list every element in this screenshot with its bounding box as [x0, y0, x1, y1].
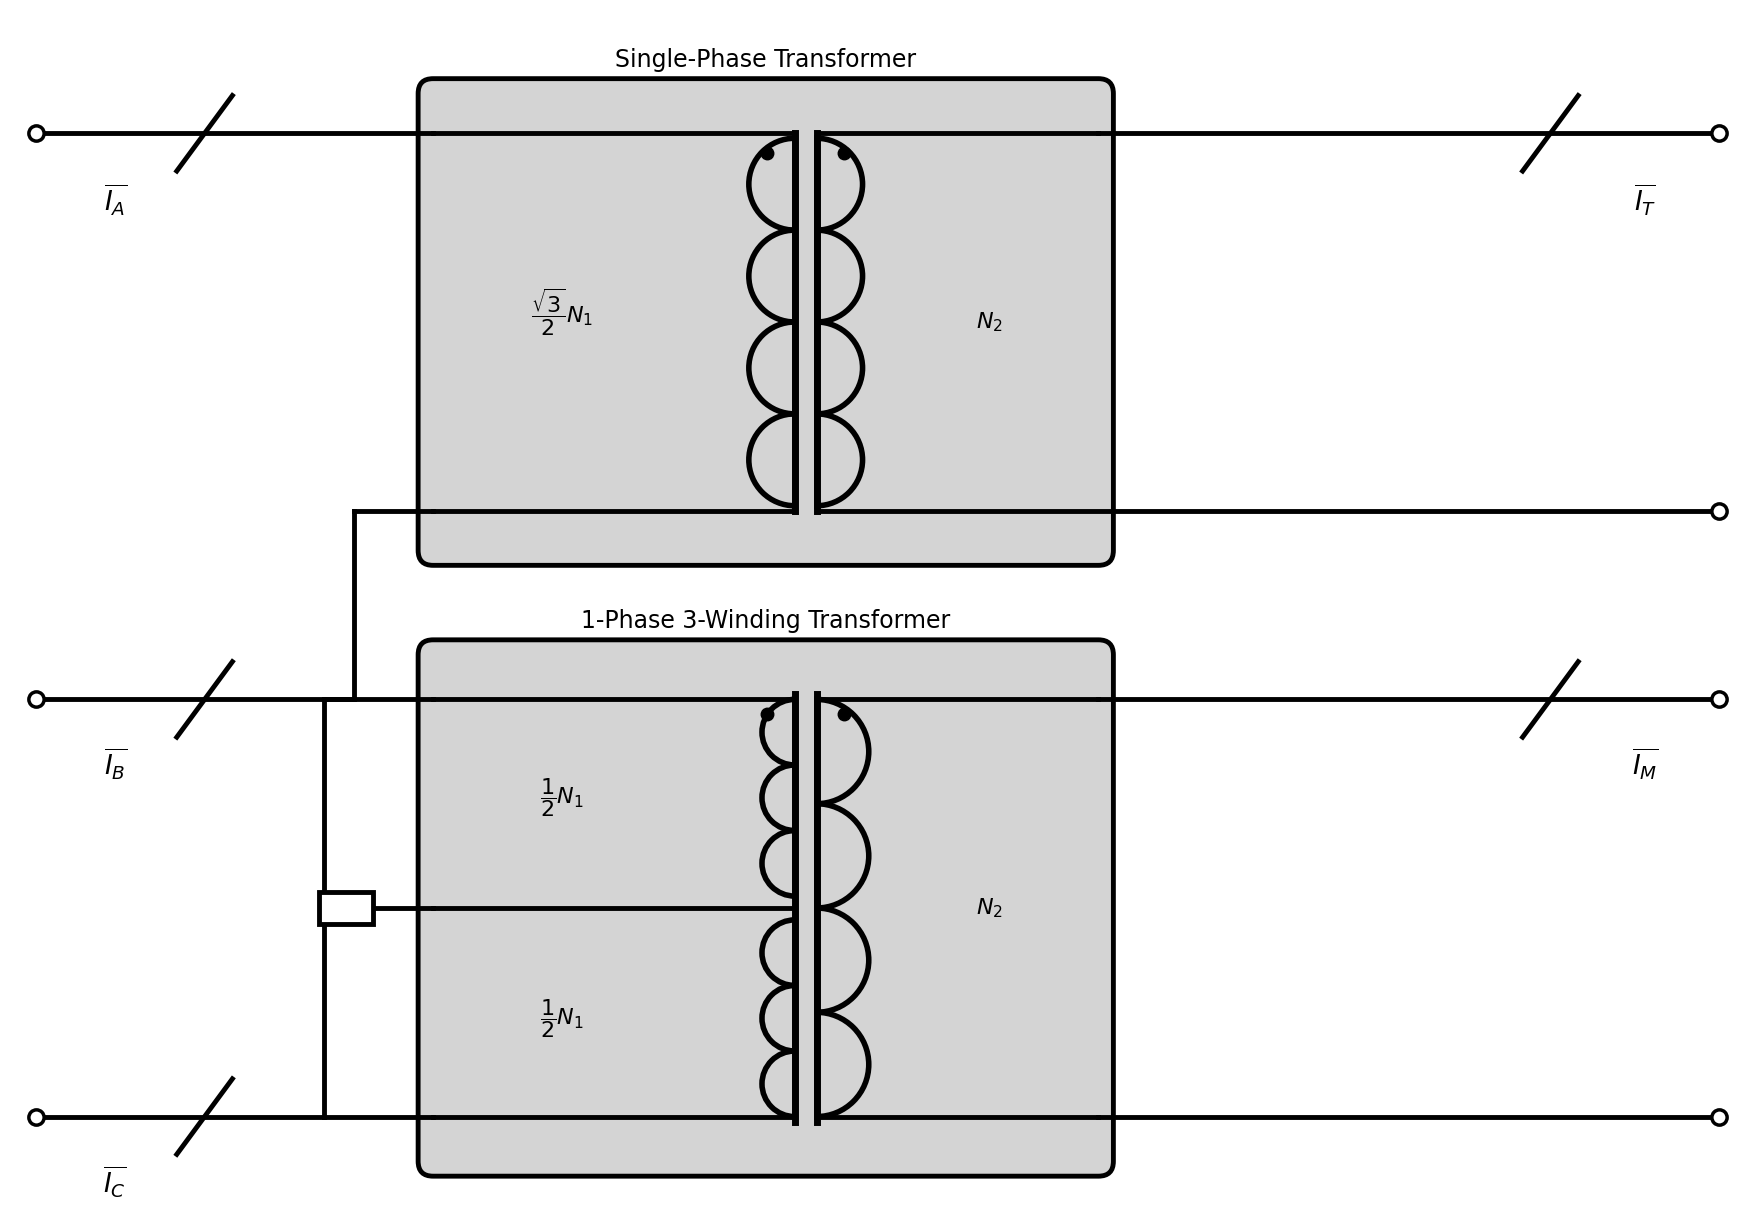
FancyBboxPatch shape — [418, 640, 1113, 1176]
Text: $\overline{I_M}$: $\overline{I_M}$ — [1632, 747, 1658, 782]
Text: $\overline{I_A}$: $\overline{I_A}$ — [104, 183, 126, 218]
Text: $N_2$: $N_2$ — [976, 897, 1002, 920]
Text: 1-Phase 3-Winding Transformer: 1-Phase 3-Winding Transformer — [581, 609, 951, 633]
Bar — [319, 892, 374, 924]
Text: $N_2$: $N_2$ — [976, 310, 1002, 333]
FancyBboxPatch shape — [418, 79, 1113, 566]
Text: $\dfrac{1}{2}N_1$: $\dfrac{1}{2}N_1$ — [541, 776, 584, 819]
Text: Single-Phase Transformer: Single-Phase Transformer — [616, 48, 916, 71]
Text: $\overline{I_T}$: $\overline{I_T}$ — [1634, 183, 1657, 218]
Text: $\dfrac{1}{2}N_1$: $\dfrac{1}{2}N_1$ — [541, 996, 584, 1039]
Text: $\overline{I_C}$: $\overline{I_C}$ — [104, 1165, 126, 1199]
Text: $\overline{I_B}$: $\overline{I_B}$ — [104, 747, 126, 782]
Text: $\dfrac{\sqrt{3}}{2}N_1$: $\dfrac{\sqrt{3}}{2}N_1$ — [532, 287, 593, 338]
